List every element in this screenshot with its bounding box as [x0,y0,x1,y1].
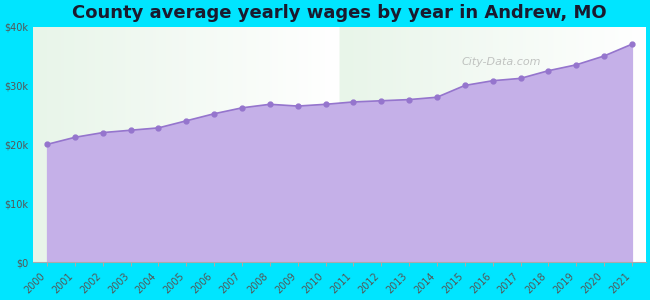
Title: County average yearly wages by year in Andrew, MO: County average yearly wages by year in A… [72,4,607,22]
Text: City-Data.com: City-Data.com [462,57,541,67]
